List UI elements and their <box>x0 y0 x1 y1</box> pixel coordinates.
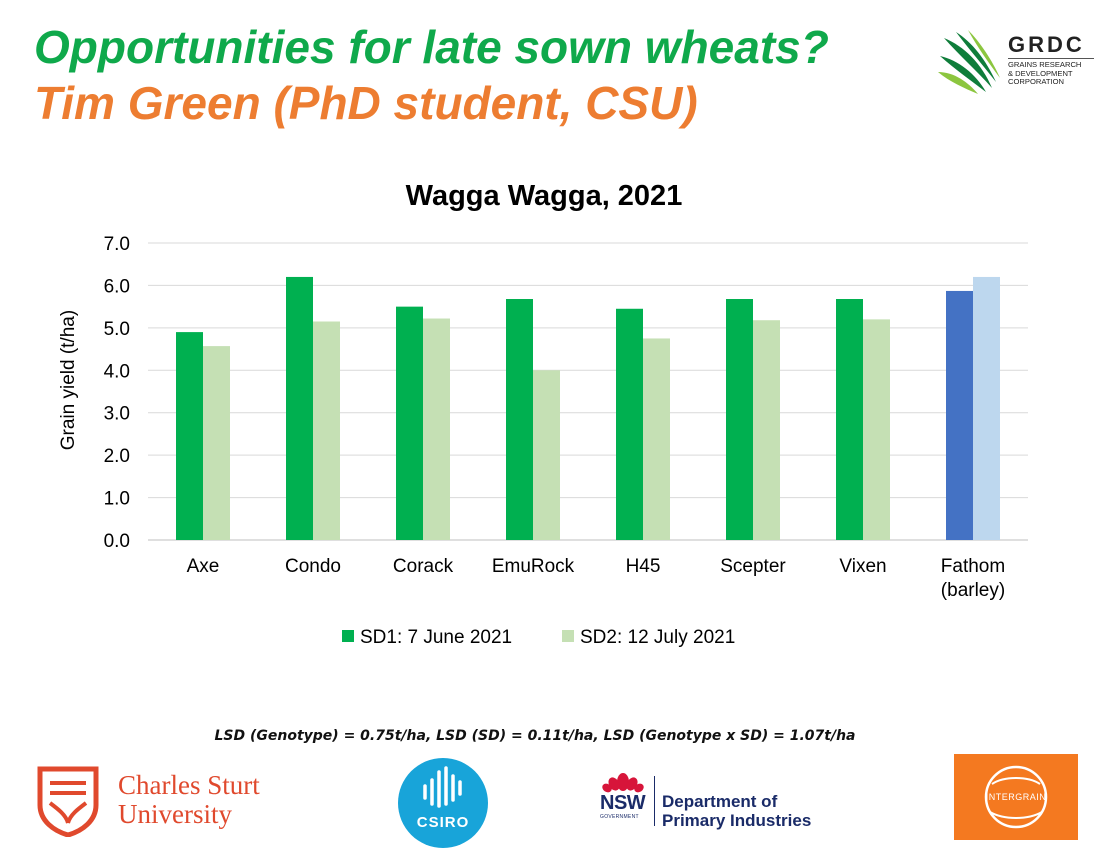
bar-sd1 <box>396 306 423 540</box>
x-tick-label: H45 <box>626 556 661 577</box>
intergrain-logo: INTERGRAIN <box>954 754 1078 840</box>
bar-sd2 <box>753 320 780 540</box>
wheat-leaf-icon <box>938 30 1000 94</box>
bar-sd1 <box>176 332 203 540</box>
y-tick-label: 7.0 <box>104 234 130 255</box>
x-tick-label: Corack <box>393 556 454 577</box>
page-subtitle: Tim Green (PhD student, CSU) <box>34 77 698 129</box>
nsw-wordmark: NSW <box>600 792 646 814</box>
grdc-name: GRDC <box>1008 32 1085 57</box>
grdc-subtitle: GRAINS RESEARCH & DEVELOPMENT CORPORATIO… <box>1008 60 1082 87</box>
y-tick-label: 4.0 <box>104 361 130 382</box>
csiro-name: CSIRO <box>416 814 470 831</box>
grdc-logo: GRDC GRAINS RESEARCH & DEVELOPMENT CORPO… <box>938 30 1100 100</box>
yield-chart: Wagga Wagga, 2021 Grain yield (t/ha) 0.0… <box>58 180 1028 648</box>
csu-crest-icon <box>37 766 99 838</box>
chart-title: Wagga Wagga, 2021 <box>406 180 683 212</box>
nsw-dpi-logo: NSW GOVERNMENT Department of Primary Ind… <box>598 770 838 830</box>
x-tick-labels: Axe Condo Corack EmuRock H45 Scepter Vixen Fath… <box>187 556 1006 601</box>
x-tick-label: Axe <box>187 556 220 577</box>
csu-name: Charles Sturt University <box>118 770 260 829</box>
grdc-divider <box>1008 58 1094 59</box>
intergrain-name: INTERGRAIN <box>985 792 1047 802</box>
bar-sd2 <box>973 276 1000 540</box>
bar-sd1 <box>946 290 973 540</box>
y-axis-label: Grain yield (t/ha) <box>58 310 79 450</box>
y-tick-label: 0.0 <box>104 531 130 552</box>
x-tick-label: Vixen <box>839 556 886 577</box>
bars <box>176 276 1000 540</box>
bar-sd2 <box>203 346 230 540</box>
legend: SD1: 7 June 2021 SD2: 12 July 2021 <box>342 627 735 648</box>
legend-label-sd1: SD1: 7 June 2021 <box>360 627 512 648</box>
csiro-logo: CSIRO <box>398 758 488 848</box>
legend-label-sd2: SD2: 12 July 2021 <box>580 627 735 648</box>
waratah-icon <box>602 773 644 793</box>
y-tick-label: 5.0 <box>104 319 130 340</box>
legend-swatch-sd2 <box>562 630 574 642</box>
bar-sd1 <box>286 276 313 540</box>
y-tick-label: 6.0 <box>104 276 130 297</box>
bar-sd1 <box>726 299 753 540</box>
bar-sd2 <box>533 370 560 540</box>
bar-sd1 <box>836 299 863 540</box>
gridlines <box>148 242 1028 541</box>
x-tick-label: Condo <box>285 556 341 577</box>
y-tick-label: 1.0 <box>104 489 130 510</box>
bar-sd2 <box>863 319 890 540</box>
csu-logo: Charles Sturt University <box>36 765 286 838</box>
nsw-government-label: GOVERNMENT <box>600 814 639 820</box>
intergrain-swoosh-icon <box>984 765 1048 829</box>
bar-sd1 <box>616 308 643 540</box>
legend-swatch-sd1 <box>342 630 354 642</box>
y-tick-label: 3.0 <box>104 404 130 425</box>
bar-sd2 <box>423 318 450 540</box>
lsd-footnote: LSD (Genotype) = 0.75t/ha, LSD (SD) = 0.… <box>214 728 856 744</box>
x-tick-label: Fathom (barley) <box>941 556 1005 601</box>
nsw-divider <box>654 776 655 826</box>
y-tick-labels: 0.0 1.0 2.0 3.0 4.0 5.0 6.0 7.0 <box>104 234 130 552</box>
x-tick-label: Scepter <box>720 556 786 577</box>
page-title: Opportunities for late sown wheats? <box>34 21 829 73</box>
csiro-soundwave-icon <box>423 766 462 808</box>
bar-sd2 <box>643 338 670 540</box>
y-tick-label: 2.0 <box>104 446 130 467</box>
x-tick-label: EmuRock <box>492 556 575 577</box>
nsw-department-name: Department of Primary Industries <box>662 792 812 830</box>
bar-sd1 <box>506 299 533 540</box>
bar-sd2 <box>313 321 340 540</box>
